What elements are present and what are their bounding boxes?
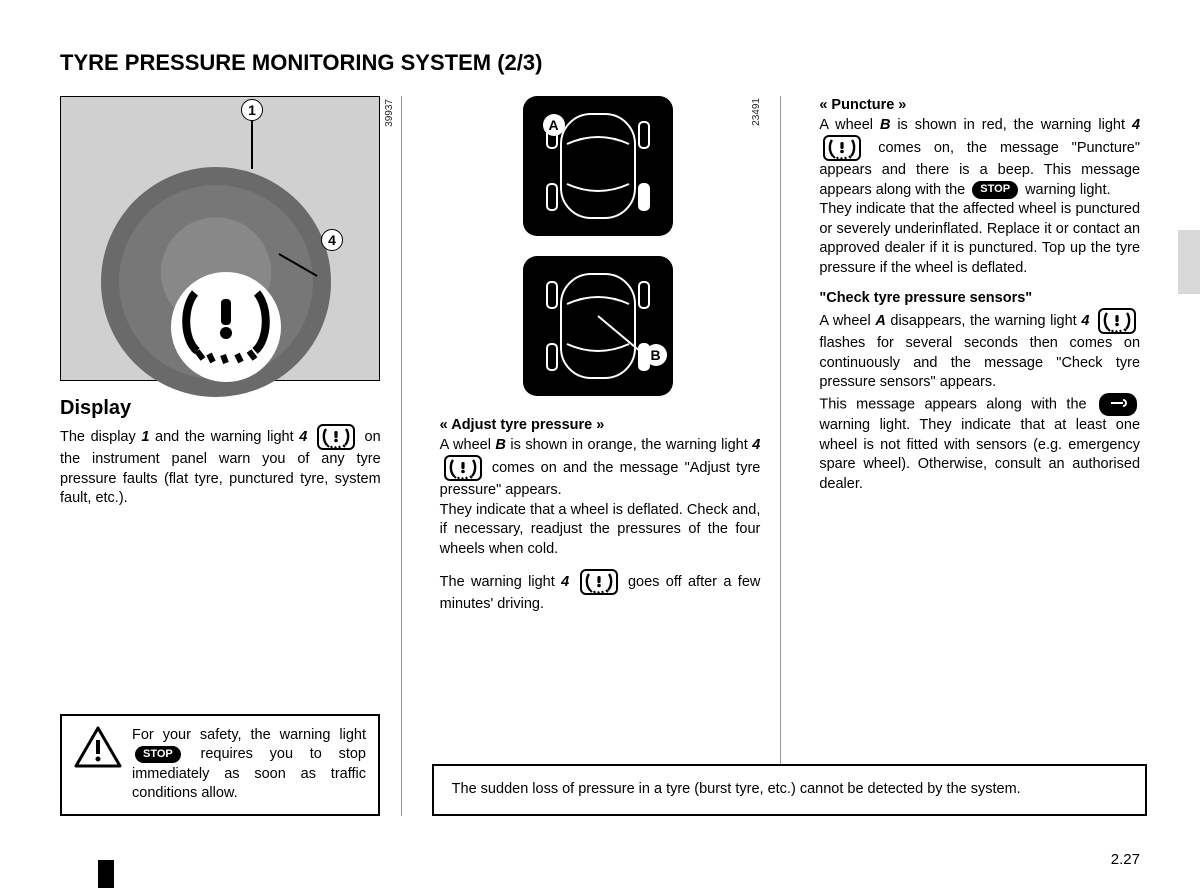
warning-triangle-icon xyxy=(74,726,122,777)
text: is shown in orange, the warning light xyxy=(506,437,752,453)
display-paragraph: The display 1 and the warning light 4 on… xyxy=(60,424,381,509)
tpms-big-icon xyxy=(171,272,281,382)
page-title: TYRE PRESSURE MONITORING SYSTEM (2/3) xyxy=(60,50,1140,76)
puncture-p2: They indicate that the affected wheel is… xyxy=(819,200,1140,278)
content-columns: 39937 1 4 Display The display 1 and the … xyxy=(60,96,1140,816)
text: and the warning light xyxy=(149,429,299,445)
sensors-heading: "Check tyre pressure sensors" xyxy=(819,289,1140,309)
warning-text: For your safety, the warning light STOP … xyxy=(132,726,366,804)
sensors-p1: A wheel A disappears, the warning light … xyxy=(819,308,1140,393)
puncture-p1: A wheel B is shown in red, the warning l… xyxy=(819,116,1140,201)
adjust-p1: A wheel B is shown in orange, the warnin… xyxy=(440,436,761,501)
adjust-heading: « Adjust tyre pressure » xyxy=(440,416,761,436)
column-3: « Puncture » A wheel B is shown in red, … xyxy=(811,96,1140,816)
text: This message appears along with the xyxy=(819,396,1096,412)
tpms-icon xyxy=(580,569,618,595)
column-2: 23491 A B « Adjust tyre pressure » A whe… xyxy=(432,96,782,816)
page-number: 2.27 xyxy=(1111,851,1140,868)
tpms-icon xyxy=(1098,308,1136,334)
ref-4: 4 xyxy=(752,437,760,453)
text: is shown in red, the warning light xyxy=(890,117,1132,133)
text: flashes for several seconds then comes o… xyxy=(819,335,1140,390)
text: The warning light xyxy=(440,574,561,590)
sensors-p2: This message appears along with the warn… xyxy=(819,393,1140,495)
text: comes on and the message "Adjust tyre pr… xyxy=(440,460,761,498)
callout-line-1 xyxy=(251,121,253,169)
column-1: 39937 1 4 Display The display 1 and the … xyxy=(60,96,402,816)
edge-thumb-tab xyxy=(1178,230,1200,294)
badge-b: B xyxy=(645,344,667,366)
text: A wheel xyxy=(819,313,875,329)
puncture-heading: « Puncture » xyxy=(819,96,1140,116)
footer-tab-mark xyxy=(98,860,114,888)
car-panel-a: A xyxy=(523,96,673,236)
badge-a: A xyxy=(543,114,565,136)
figure-car-diagrams: 23491 A B xyxy=(523,96,678,396)
callout-1: 1 xyxy=(241,99,263,121)
figure-code: 39937 xyxy=(383,99,397,127)
tpms-icon xyxy=(444,455,482,481)
wrench-badge xyxy=(1099,393,1137,417)
figure-code-2: 23491 xyxy=(750,98,764,126)
safety-warning-box: For your safety, the warning light STOP … xyxy=(60,714,380,816)
display-heading: Display xyxy=(60,395,381,422)
text: warning light. xyxy=(1021,182,1110,198)
text: disappears, the warning light xyxy=(886,313,1082,329)
text: The display xyxy=(60,429,141,445)
ref-b: B xyxy=(880,117,890,133)
car-panel-b: B xyxy=(523,256,673,396)
tpms-icon xyxy=(823,135,861,161)
callout-4: 4 xyxy=(321,229,343,251)
text: A wheel xyxy=(440,437,496,453)
adjust-p2: They indicate that a wheel is deflated. … xyxy=(440,501,761,560)
tpms-icon xyxy=(317,424,355,450)
ref-a: A xyxy=(875,313,885,329)
ref-4: 4 xyxy=(1081,313,1089,329)
text: warning light. They indicate that at lea… xyxy=(819,417,1140,492)
ref-b: B xyxy=(495,437,505,453)
ref-4: 4 xyxy=(561,574,569,590)
text: A wheel xyxy=(819,117,880,133)
stop-badge: STOP xyxy=(972,181,1018,199)
stop-badge: STOP xyxy=(135,746,181,764)
adjust-p3: The warning light 4 goes off after a few… xyxy=(440,569,761,615)
ref-4: 4 xyxy=(299,429,307,445)
figure-steering-wheel: 39937 1 4 xyxy=(60,96,380,381)
text: For your safety, the warning light xyxy=(132,727,366,743)
ref-4: 4 xyxy=(1132,117,1140,133)
